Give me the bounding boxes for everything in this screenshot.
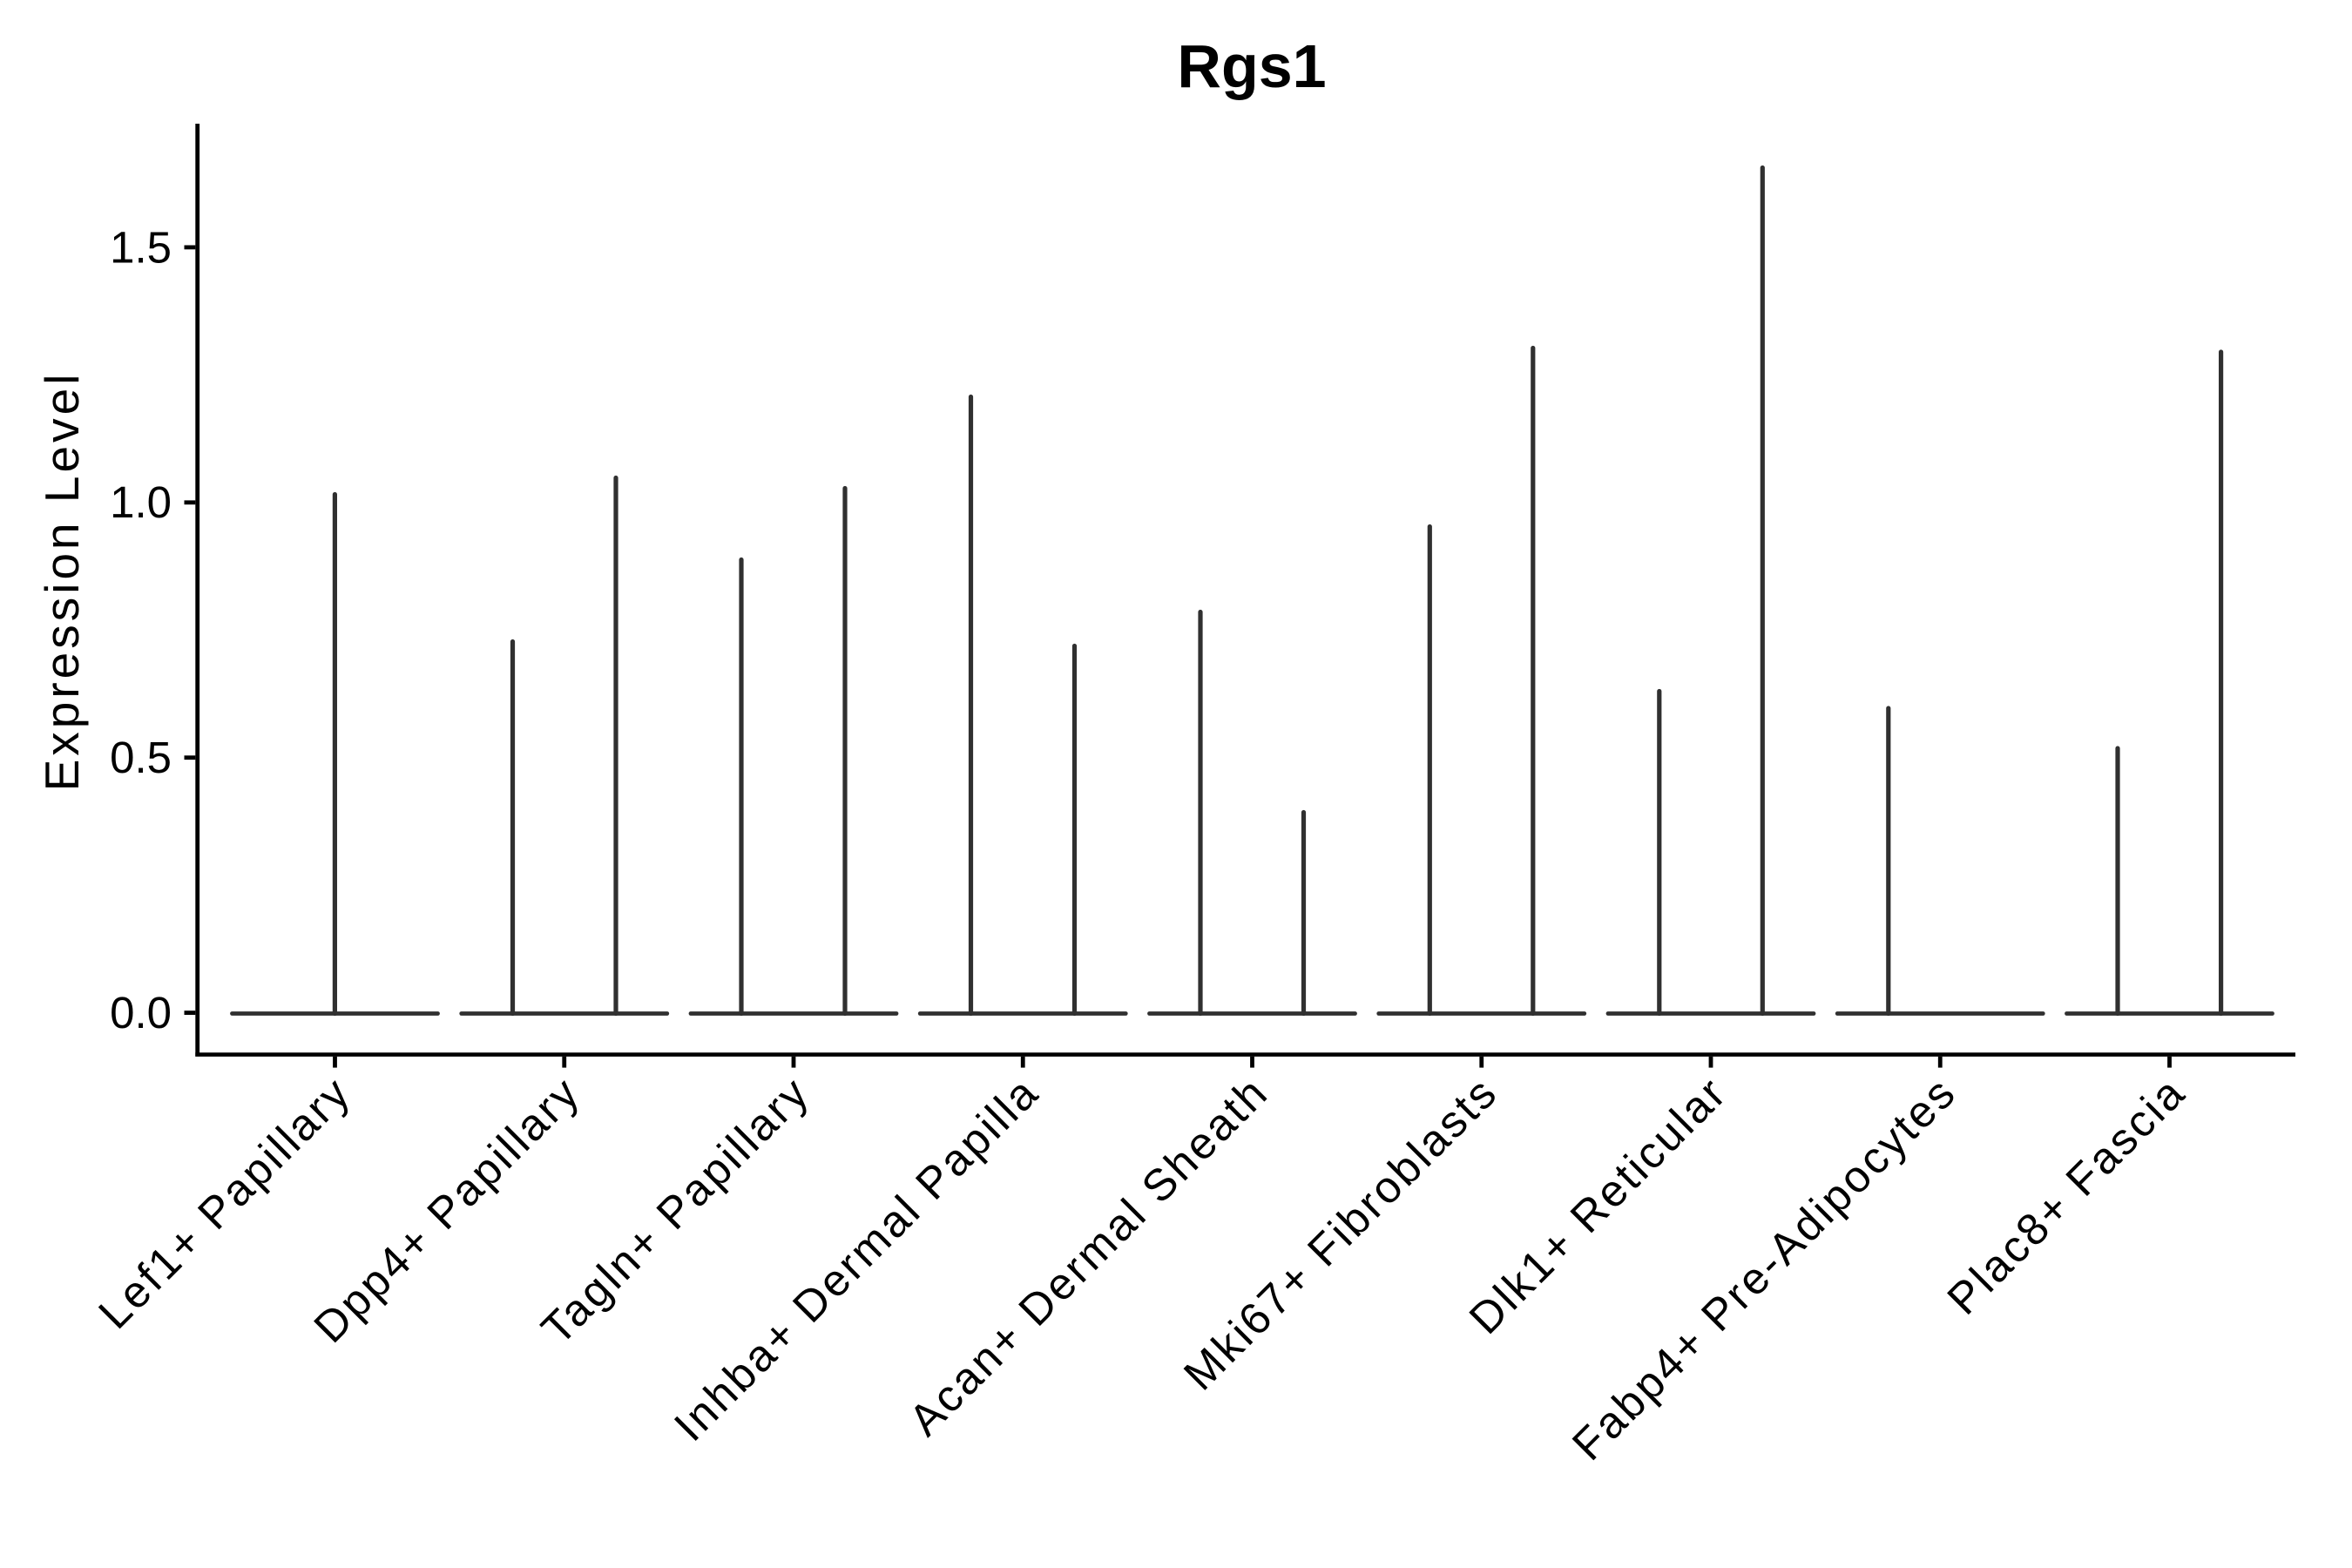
svg-text:Rgs1: Rgs1 (1177, 32, 1326, 100)
svg-text:1.0: 1.0 (110, 477, 172, 527)
svg-text:0.5: 0.5 (110, 733, 172, 782)
svg-text:1.5: 1.5 (110, 222, 172, 272)
svg-text:0.0: 0.0 (110, 988, 172, 1037)
svg-text:Expression Level: Expression Level (35, 371, 89, 792)
